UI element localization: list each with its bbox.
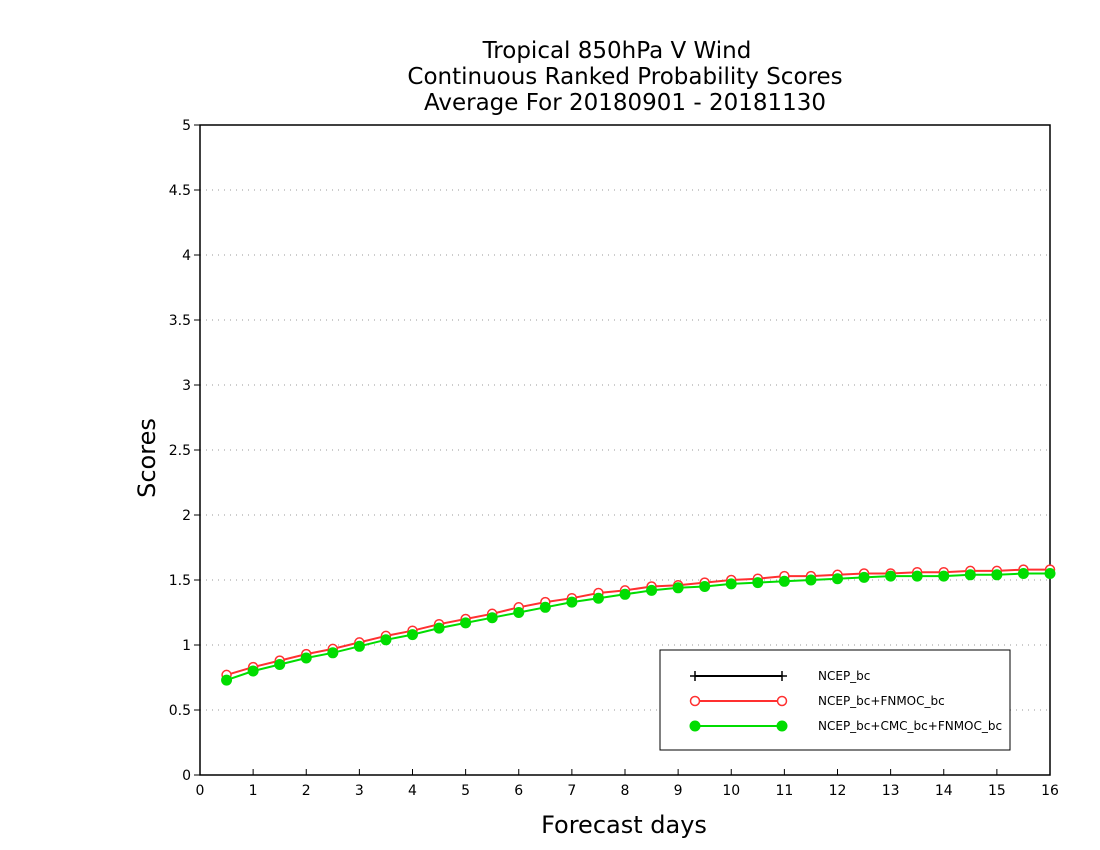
data-point (221, 674, 233, 686)
title-line-1: Tropical 850hPa V Wind (482, 38, 752, 64)
data-point (513, 607, 525, 618)
x-tick-label: 7 (567, 783, 576, 799)
x-tick-label: 4 (408, 783, 417, 799)
data-point (672, 582, 684, 594)
data-point (805, 574, 817, 586)
x-tick-label: 14 (935, 783, 953, 799)
x-tick-label: 16 (1041, 783, 1059, 799)
data-point (247, 665, 259, 677)
title-line-3: Average For 20180901 - 20181130 (424, 90, 826, 116)
y-tick-label: 3 (182, 378, 191, 394)
y-tick-label: 2.5 (169, 443, 191, 459)
data-point (1017, 568, 1029, 579)
data-point (991, 569, 1003, 581)
y-tick-label: 4.5 (169, 183, 191, 199)
x-tick-label: 3 (355, 783, 364, 799)
legend: NCEP_bc NCEP_bc+FNMOC_bc NCEP_bc+CMC_bc+FN… (659, 649, 1011, 751)
y-tick-label: 0 (182, 768, 191, 784)
x-tick-label: 15 (988, 783, 1006, 799)
title-line-2: Continuous Ranked Probability Scores (407, 64, 842, 90)
data-point (486, 612, 498, 624)
x-axis-ticks: 0 1 2 3 4 5 6 7 8 9 10 11 12 13 14 15 16 (196, 769, 1059, 799)
y-tick-label: 4 (182, 248, 191, 264)
data-point (938, 570, 950, 582)
data-point (832, 573, 843, 585)
data-point (327, 647, 339, 659)
legend-label: NCEP_bc+FNMOC_bc (818, 694, 945, 708)
x-tick-label: 6 (514, 783, 523, 799)
legend-entry: NCEP_bc+FNMOC_bc (689, 694, 945, 708)
data-point (752, 577, 764, 589)
data-point (380, 634, 392, 646)
data-point (407, 629, 418, 641)
data-point (725, 578, 737, 590)
x-tick-label: 9 (674, 783, 683, 799)
chart-title: Tropical 850hPa V Wind Continuous Ranked… (407, 38, 842, 116)
data-point (1044, 568, 1056, 579)
x-tick-label: 12 (829, 783, 847, 799)
x-tick-label: 5 (461, 783, 470, 799)
data-point (592, 592, 604, 604)
data-point (460, 617, 472, 629)
data-point (778, 575, 790, 587)
x-tick-label: 2 (302, 783, 311, 799)
legend-marker (689, 720, 701, 732)
data-point (858, 571, 870, 583)
legend-items: NCEP_bc NCEP_bc+FNMOC_bc NCEP_bc+CMC_bc+FN… (689, 669, 1002, 733)
data-point (911, 570, 923, 582)
legend-label: NCEP_bc (818, 669, 870, 683)
y-tick-label: 0.5 (169, 703, 191, 719)
series-2 (221, 568, 1056, 686)
y-tick-label: 5 (182, 118, 191, 134)
data-point (699, 581, 711, 592)
legend-marker (776, 720, 788, 732)
x-tick-label: 1 (249, 783, 258, 799)
x-tick-label: 13 (882, 783, 900, 799)
y-tick-label: 1.5 (169, 573, 191, 589)
legend-marker (776, 695, 788, 707)
y-tick-label: 2 (182, 508, 191, 524)
x-tick-label: 8 (621, 783, 630, 799)
data-point (433, 622, 445, 634)
data-point (619, 588, 631, 600)
data-point (646, 584, 658, 596)
data-point (353, 640, 365, 652)
y-axis-label: Scores (133, 418, 161, 498)
legend-label: NCEP_bc+CMC_bc+FNMOC_bc (818, 719, 1002, 733)
legend-marker (777, 671, 787, 681)
legend-entry: NCEP_bc (690, 669, 870, 683)
data-point (300, 652, 312, 664)
legend-marker (689, 695, 701, 707)
legend-marker (690, 671, 700, 681)
legend-entry: NCEP_bc+CMC_bc+FNMOC_bc (689, 719, 1002, 733)
x-tick-label: 11 (775, 783, 793, 799)
x-axis-label: Forecast days (541, 811, 707, 839)
data-point (885, 570, 897, 582)
data-point (964, 569, 976, 581)
x-tick-label: 0 (196, 783, 205, 799)
data-point (274, 659, 286, 670)
data-point (566, 596, 578, 608)
y-tick-label: 3.5 (169, 313, 191, 329)
x-tick-label: 10 (722, 783, 740, 799)
series-layer (221, 564, 1056, 686)
y-tick-label: 1 (182, 638, 191, 654)
data-point (539, 601, 551, 613)
gridlines (200, 189, 1050, 711)
y-axis-ticks: 0 0.5 1 1.5 2 2.5 3 3.5 4 4.5 5 (169, 118, 200, 784)
